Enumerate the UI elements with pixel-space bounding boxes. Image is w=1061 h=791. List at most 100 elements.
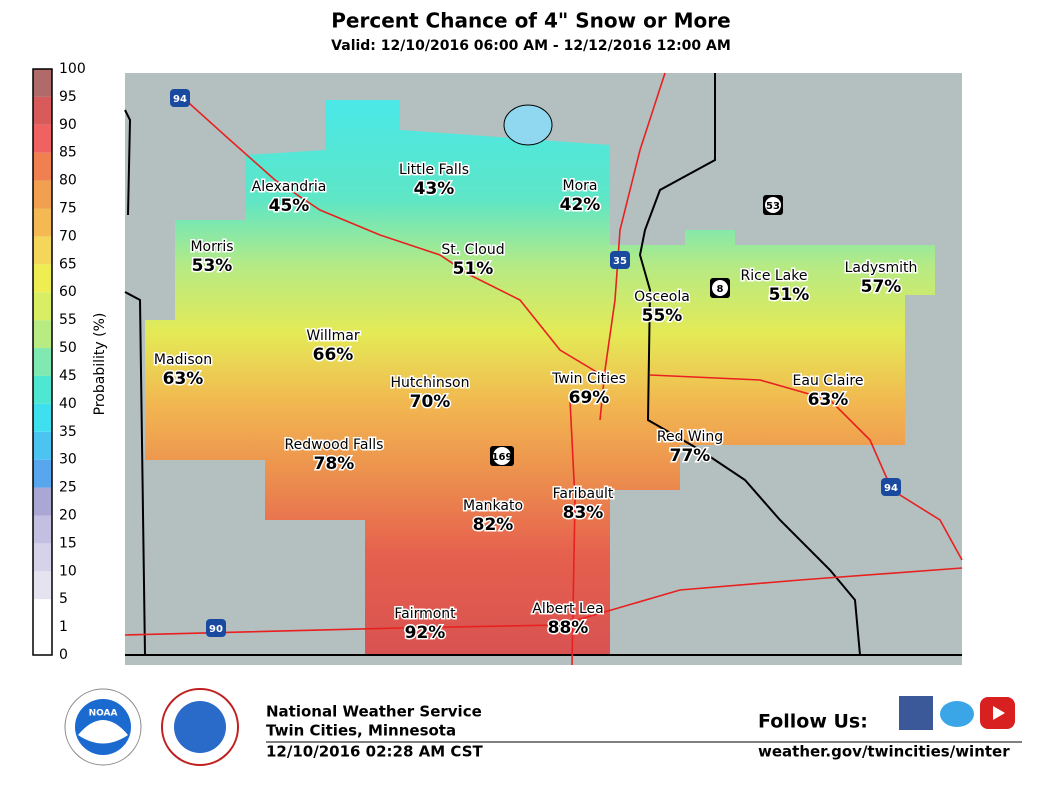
colorbar-segment [33,487,52,516]
colorbar-segment [33,348,52,376]
colorbar-segment [33,236,52,265]
state-borders [124,73,962,656]
colorbar-tick-label: 60 [59,284,77,300]
city-value: 83% [563,503,604,523]
city-value: 55% [642,306,683,326]
city-value: 69% [569,388,610,408]
colorbar-segment [33,627,52,655]
colorbar-segment [33,69,52,97]
footer-org: National Weather Service [266,703,482,721]
city-name: Faribault [553,486,614,502]
city-name: Mora [563,178,598,194]
colorbar-tick-label: 0 [59,647,68,663]
city-name: Little Falls [399,162,469,178]
city-value: 43% [414,179,455,199]
colorbar-tick-label: 20 [59,507,77,523]
colorbar-segment [33,571,52,600]
colorbar-tick-label: 75 [59,201,77,217]
shield-number: 90 [209,624,223,635]
colorbar-tick-label: 35 [59,424,77,440]
city-value: 82% [473,515,514,535]
shield-number: 94 [884,483,898,494]
colorbar-segment [33,459,52,488]
shield-number: 53 [766,201,780,212]
city-value: 63% [808,390,849,410]
colorbar-segment [33,208,52,237]
colorbar-segment [33,543,52,572]
footer-office: Twin Cities, Minnesota [266,722,456,740]
colorbar-segment [33,124,52,153]
youtube-play [993,706,1005,720]
colorbar-tick-label: 95 [59,89,77,105]
colorbar-tick-label: 30 [59,452,77,468]
highways [124,72,963,666]
colorbar-tick-label: 55 [59,312,77,328]
footer-issued: 12/10/2016 02:28 AM CST [266,743,483,761]
colorbar-tick-label: 10 [59,563,77,579]
shield-inner [493,447,511,465]
city-value: 66% [313,345,354,365]
city-name: Rice Lake [741,268,808,284]
colorbar-tick-label: 5 [59,591,68,607]
subtitle: Valid: 12/10/2016 06:00 AM - 12/12/2016 … [331,38,731,54]
probability-field [145,100,935,655]
shield-number: 169 [492,452,513,463]
city-value: 42% [560,195,601,215]
colorbar-tick-label: 45 [59,368,77,384]
city-name: Twin Cities [551,371,626,387]
city-value: 77% [670,446,711,466]
colorbar-segment [33,403,52,432]
colorbar-segment [33,180,52,209]
footer-url[interactable]: weather.gov/twincities/winter [758,743,1010,761]
noaa-text: NOAA [89,709,118,719]
city-value: 51% [769,285,810,305]
shield-inner [765,197,781,213]
city-name: Redwood Falls [285,437,384,453]
colorbar-tick-label: 50 [59,340,77,356]
shield [881,478,901,496]
city-name: Morris [190,239,233,255]
city-value: 53% [192,256,233,276]
city-value: 70% [410,392,451,412]
colorbar-tick-label: 40 [59,396,77,412]
highway-shields: 94 35 53 8 169 90 94 [170,89,901,637]
colorbar-tick-label: 15 [59,535,77,551]
noaa-gull [78,720,128,744]
colorbar-title: Probability (%) [92,313,108,416]
city-value: 45% [269,196,310,216]
twitter-icon[interactable] [940,701,974,727]
facebook-icon[interactable] [899,696,933,730]
colorbar-tick-label: 85 [59,145,77,161]
city-name: Mankato [463,498,523,514]
lake [503,104,553,146]
colorbar-frame [32,68,53,656]
city-name: Eau Claire [793,373,864,389]
city-name: Ladysmith [845,260,918,276]
colorbar-segment [33,96,52,125]
city-name: Willmar [306,328,359,344]
colorbar-segment [33,515,52,544]
colorbar-segment [33,375,52,404]
colorbar-tick-label: 100 [59,61,86,77]
shield-inner [712,280,728,296]
colorbar-tick-label: 1 [59,619,68,635]
colorbar-segment [33,264,52,293]
colorbar-segment [33,431,52,460]
colorbar-segment [33,152,52,181]
city-value: 92% [405,623,446,643]
colorbar-tick-label: 65 [59,256,77,272]
colorbar-tick-label: 70 [59,228,77,244]
footer: NOAA National Weather Service Twin Citie… [64,688,1022,766]
city-name: Red Wing [657,429,723,445]
colorbar-tick-label: 80 [59,173,77,189]
colorbar-segment [33,320,52,349]
shield-number: 8 [717,284,724,295]
colorbar: Probability (%) 015101520253035404550556… [32,61,108,663]
follow-label: Follow Us: [758,711,868,733]
colorbar-segment [33,599,52,628]
city-name: Osceola [634,289,690,305]
city-value: 78% [314,454,355,474]
city-name: Fairmont [394,606,456,622]
city-value: 63% [163,369,204,389]
